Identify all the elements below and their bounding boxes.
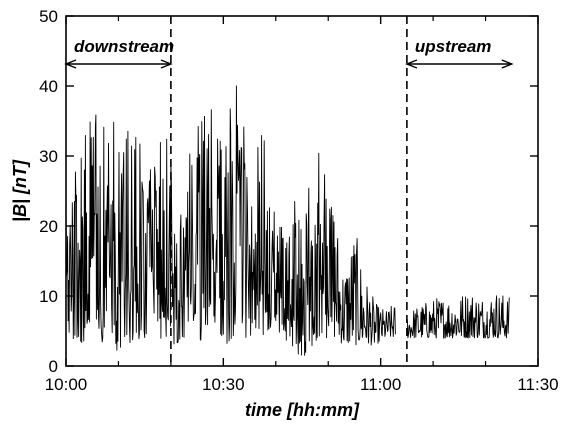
arrow-head-right (501, 59, 514, 69)
y-tick-label: 0 (49, 357, 58, 376)
region-label: upstream (415, 37, 492, 56)
x-tick-label: 11:30 (517, 375, 558, 394)
region-markers (170, 16, 408, 366)
arrow-head-left (405, 59, 418, 69)
x-tick-label: 10:00 (45, 375, 88, 394)
region-label: downstream (74, 37, 174, 56)
y-tick-label: 40 (39, 77, 58, 96)
series-line-upstream (406, 295, 510, 339)
y-axis-label: |B| [nT] (10, 159, 30, 222)
axis-ticks: 0 10 20 30 40 50 10:00 10:30 11:00 11:30 (39, 7, 559, 394)
plot-frame (65, 15, 539, 367)
y-tick-label: 50 (39, 7, 58, 26)
annotations: downstream upstream (64, 37, 514, 69)
arrow-head-right (160, 59, 173, 69)
y-tick-label: 20 (39, 217, 58, 236)
y-tick-label: 10 (39, 287, 58, 306)
x-tick-label: 10:30 (202, 375, 245, 394)
series-line-downstream (65, 85, 396, 356)
x-axis-label: time [hh:mm] (245, 400, 360, 420)
data-series (65, 85, 510, 356)
arrow-head-left (64, 59, 77, 69)
y-tick-label: 30 (39, 147, 58, 166)
x-tick-label: 11:00 (360, 375, 401, 394)
